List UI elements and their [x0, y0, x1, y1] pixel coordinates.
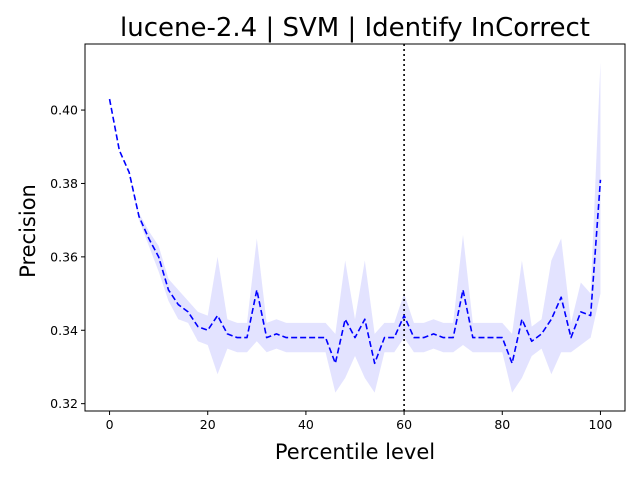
x-tick-label: 100: [589, 417, 613, 432]
confidence-band-layer: [109, 62, 601, 393]
y-tick-label: 0.40: [50, 103, 78, 118]
x-axis-ticks: 0 20 40 60 80 100: [106, 411, 613, 432]
y-axis-label: Precision: [16, 184, 40, 278]
x-tick-label: 40: [298, 417, 314, 432]
series-line: [108, 98, 602, 365]
y-tick-label: 0.38: [50, 176, 78, 191]
y-tick-label: 0.34: [50, 323, 78, 338]
chart-title: lucene-2.4 | SVM | Identify InCorrect: [120, 13, 590, 43]
y-axis-ticks: 0.32 0.34 0.36 0.38 0.40: [50, 103, 85, 411]
y-tick-label: 0.32: [50, 396, 78, 411]
x-tick-label: 20: [200, 417, 216, 432]
confidence-band: [109, 62, 601, 393]
series-line-layer: [108, 98, 602, 365]
plot-frame: [84, 43, 626, 412]
x-tick-label: 0: [106, 417, 114, 432]
y-tick-label: 0.36: [50, 249, 78, 264]
x-tick-label: 60: [396, 417, 412, 432]
x-axis-label: Percentile level: [275, 440, 435, 464]
x-tick-label: 80: [494, 417, 510, 432]
